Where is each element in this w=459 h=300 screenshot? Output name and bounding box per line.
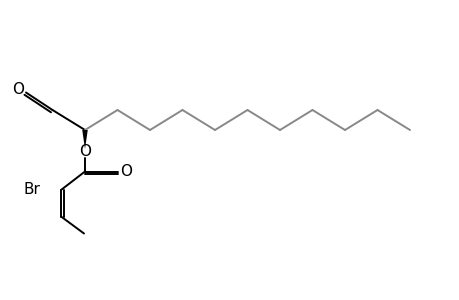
Polygon shape — [82, 130, 88, 149]
Text: Br: Br — [23, 182, 40, 197]
Text: O: O — [12, 82, 24, 98]
Text: O: O — [79, 144, 91, 159]
Text: O: O — [120, 164, 132, 179]
